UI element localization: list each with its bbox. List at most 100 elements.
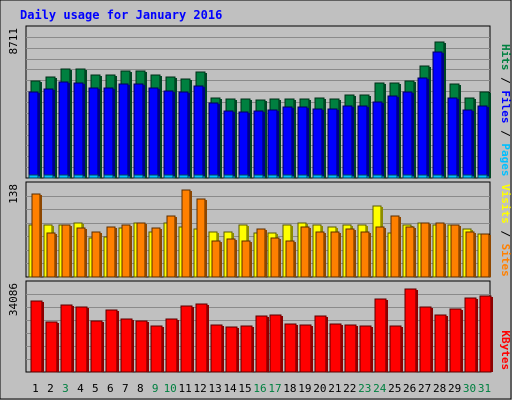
bar-shade bbox=[252, 327, 254, 372]
x-label-day-4: 4 bbox=[77, 382, 84, 395]
bar-shade bbox=[352, 176, 354, 178]
bar-pages-day-6 bbox=[103, 174, 114, 179]
bar-shade bbox=[474, 233, 476, 277]
bar-pages-day-20 bbox=[312, 174, 323, 179]
y-max-label: 138 bbox=[7, 184, 20, 204]
bar-shade bbox=[248, 176, 250, 178]
bar-sites-day-26 bbox=[405, 226, 415, 278]
legend: KBytes bbox=[499, 330, 512, 370]
x-label-day-9: 9 bbox=[152, 382, 159, 395]
bar-shade bbox=[292, 108, 294, 178]
bar-kbytes-day-30 bbox=[464, 297, 477, 373]
bar-shade bbox=[85, 70, 87, 178]
legend-hits: Hits bbox=[499, 44, 512, 71]
bar-files-day-14 bbox=[223, 110, 234, 179]
bar-files-day-1 bbox=[28, 91, 39, 179]
bar-files-day-22 bbox=[342, 105, 353, 179]
bar-shade bbox=[173, 176, 175, 178]
x-label-day-15: 15 bbox=[238, 382, 251, 395]
bar-shade bbox=[190, 191, 192, 277]
bar-pages-day-28 bbox=[432, 174, 443, 179]
bar-shade bbox=[412, 176, 414, 178]
bar-shade bbox=[145, 224, 147, 277]
bar-shade bbox=[113, 89, 115, 178]
bar-shade bbox=[222, 326, 224, 372]
bar-kbytes-day-25 bbox=[389, 325, 402, 373]
bar-kbytes-day-14 bbox=[225, 326, 238, 373]
bar-kbytes-day-17 bbox=[269, 314, 282, 373]
bar-shade bbox=[472, 176, 474, 178]
bar-shade bbox=[341, 325, 343, 372]
panel-pages-files-hits: 8711 Hits / Files / Pages bbox=[7, 25, 512, 179]
bar-kbytes-day-23 bbox=[359, 325, 372, 373]
bar-files-day-2 bbox=[43, 88, 54, 179]
bar-files-day-3 bbox=[58, 81, 69, 179]
bar-shade bbox=[85, 229, 87, 277]
bar-shade bbox=[397, 97, 399, 178]
bar-sites-day-3 bbox=[61, 224, 71, 278]
bar-sites-day-24 bbox=[375, 226, 385, 278]
bar-shade bbox=[339, 100, 341, 178]
bar-files-day-30 bbox=[462, 109, 473, 179]
bar-shade bbox=[339, 233, 341, 277]
bar-shade bbox=[205, 73, 207, 178]
bar-shade bbox=[102, 322, 104, 372]
bar-shade bbox=[337, 110, 339, 178]
bar-shade bbox=[40, 82, 42, 178]
bar-kbytes-day-22 bbox=[344, 324, 357, 373]
bar-shade bbox=[143, 176, 145, 178]
bar-shade bbox=[307, 176, 309, 178]
bar-sites-day-28 bbox=[435, 222, 445, 278]
x-label-day-27: 27 bbox=[418, 382, 431, 395]
legend-files: Files bbox=[499, 90, 512, 123]
bar-shade bbox=[265, 230, 267, 277]
x-label-day-23: 23 bbox=[358, 382, 371, 395]
bar-shade bbox=[324, 99, 326, 178]
x-label-day-30: 30 bbox=[463, 382, 476, 395]
bar-sites-day-12 bbox=[196, 198, 206, 278]
bar-files-day-17 bbox=[267, 109, 278, 179]
bar-shade bbox=[113, 176, 115, 178]
x-label-day-17: 17 bbox=[268, 382, 281, 395]
bar-shade bbox=[457, 176, 459, 178]
bar-shade bbox=[399, 84, 401, 178]
bar-shade bbox=[233, 176, 235, 178]
bar-kbytes-day-21 bbox=[329, 323, 342, 373]
bar-pages-day-5 bbox=[88, 174, 99, 179]
bar-shade bbox=[442, 53, 444, 178]
bar-kbytes-day-18 bbox=[284, 323, 297, 373]
x-label-day-18: 18 bbox=[283, 382, 296, 395]
bar-shade bbox=[233, 112, 235, 178]
bar-pages-day-12 bbox=[193, 174, 204, 179]
bar-shade bbox=[147, 322, 149, 372]
x-label-day-24: 24 bbox=[373, 382, 387, 395]
bar-sites-day-29 bbox=[450, 224, 460, 278]
bar-shade bbox=[267, 317, 269, 372]
x-label-day-16: 16 bbox=[253, 382, 266, 395]
bar-shade bbox=[38, 93, 40, 178]
bar-shade bbox=[399, 217, 401, 277]
bar-shade bbox=[429, 67, 431, 178]
bar-pages-day-14 bbox=[223, 174, 234, 179]
bar-shade bbox=[72, 306, 74, 372]
bar-shade bbox=[203, 87, 205, 178]
bar-shade bbox=[42, 302, 44, 372]
bar-shade bbox=[205, 200, 207, 277]
bar-shade bbox=[459, 226, 461, 277]
bar-shade bbox=[100, 76, 102, 178]
bar-shade bbox=[294, 100, 296, 178]
bar-files-day-28 bbox=[432, 51, 443, 179]
bar-shade bbox=[160, 229, 162, 277]
legend-separator: / bbox=[499, 71, 512, 91]
bar-pages-day-26 bbox=[402, 174, 413, 179]
bar-shade bbox=[307, 108, 309, 178]
bar-shade bbox=[324, 233, 326, 277]
bar-shade bbox=[311, 326, 313, 372]
bar-pages-day-25 bbox=[387, 174, 398, 179]
bar-shade bbox=[117, 311, 119, 372]
bar-shade bbox=[173, 92, 175, 178]
bar-shade bbox=[263, 112, 265, 178]
bar-shade bbox=[145, 72, 147, 178]
bar-kbytes-day-5 bbox=[90, 320, 103, 373]
